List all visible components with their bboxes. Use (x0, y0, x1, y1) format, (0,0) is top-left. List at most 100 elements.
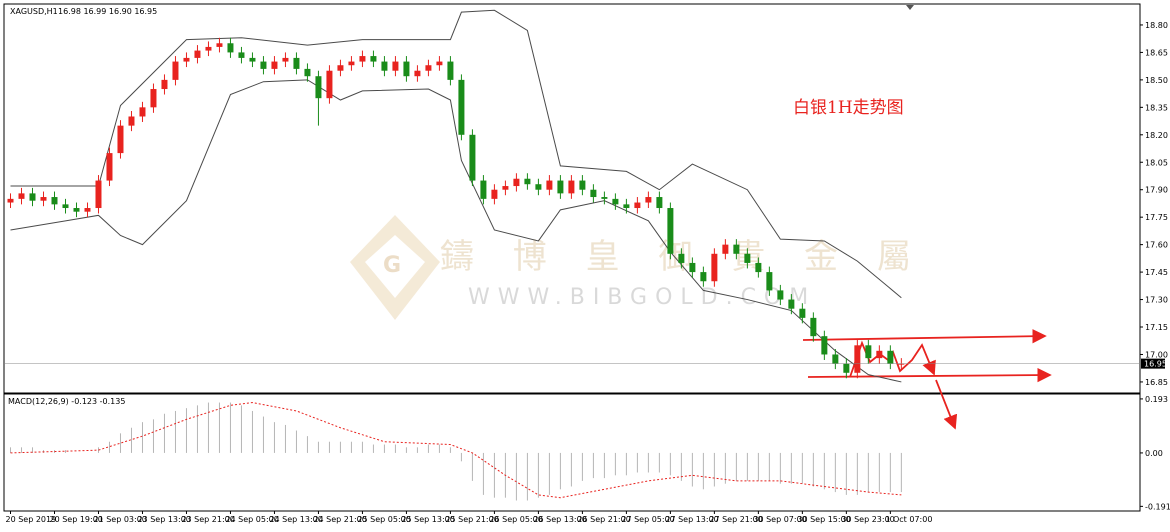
candle-body (843, 363, 850, 373)
candle-body (370, 56, 377, 62)
candle-body (172, 61, 179, 80)
candle-body (491, 189, 498, 199)
candle-body (183, 57, 190, 62)
x-tick-label: 26 Sep 21:00 (577, 515, 630, 524)
candle-body (535, 184, 542, 190)
y-tick-label: 17.90 (1145, 186, 1168, 195)
candle-body (645, 197, 652, 203)
x-tick-label: 25 Sep 05:00 (357, 515, 410, 524)
x-tick-label: 21 Sep 03:00 (93, 515, 146, 524)
candle-body (227, 43, 234, 53)
candle-body (18, 193, 25, 199)
candle-body (106, 153, 113, 181)
candle-body (722, 244, 729, 254)
candle-body (73, 208, 80, 212)
bollinger-band (10, 79, 902, 383)
candle-body (414, 70, 421, 77)
candle-body (381, 61, 388, 71)
candle-body (612, 198, 619, 205)
candle-body (150, 89, 157, 108)
candle-body (634, 202, 641, 209)
y-tick-label: 17.75 (1145, 213, 1168, 222)
candle-body (139, 107, 146, 117)
x-tick-label: 26 Sep 05:00 (489, 515, 542, 524)
bollinger-band (10, 9, 902, 299)
x-tick-label: 25 Sep 13:00 (401, 515, 454, 524)
candle-body (403, 61, 410, 77)
candle-body (733, 244, 740, 254)
x-tick-label: 23 Sep 13:00 (137, 515, 190, 524)
candle-body (95, 180, 102, 209)
candle-body (788, 299, 795, 309)
x-tick-label: 23 Sep 21:00 (181, 515, 234, 524)
candle-body (821, 336, 828, 355)
x-tick-label: 25 Sep 21:00 (445, 515, 498, 524)
candle-body (810, 317, 817, 337)
candle-body (128, 116, 135, 126)
candle-body (304, 68, 311, 77)
y-tick-label: 18.05 (1145, 158, 1168, 167)
candle-body (51, 197, 58, 205)
x-tick-label: 1 Oct 07:00 (885, 515, 932, 524)
candle-body (502, 186, 509, 190)
candle-body (249, 57, 256, 62)
signal-line (10, 402, 902, 499)
candle-body (744, 253, 751, 263)
candle-body (216, 43, 223, 47)
candle-body (887, 350, 894, 364)
candle-body (766, 272, 773, 291)
candle-body (238, 52, 245, 58)
x-tick-label: 20 Sep 2019 (5, 515, 56, 524)
candle-body (876, 350, 883, 359)
candle-body (282, 57, 289, 62)
drawn-arrows (802, 329, 1052, 430)
candle-body (161, 79, 168, 90)
chart-subtitle: 16.98 16.99 16.90 16.95 (58, 7, 157, 16)
candle-body (458, 79, 465, 135)
y-tick-label: 17.45 (1145, 268, 1168, 277)
y-tick-label: 18.20 (1145, 131, 1168, 140)
x-tick-label: 27 Sep 13:00 (665, 515, 718, 524)
candle-body (469, 134, 476, 181)
y-tick-label: 18.50 (1145, 76, 1168, 85)
x-tick-label: 27 Sep 05:00 (621, 515, 674, 524)
candle-body (348, 61, 355, 66)
candle-body (326, 70, 333, 99)
watermark-text: 鑄 博 皇 御 貴 金 屬 (440, 237, 925, 277)
annotation: 白银1H走势图 (793, 98, 904, 118)
candle-body (777, 290, 784, 300)
candle-body (656, 197, 663, 209)
candle-body (40, 197, 47, 201)
macd-frame (3, 393, 1141, 512)
candle-body (711, 253, 718, 282)
candle-body (590, 189, 597, 198)
candle-body (854, 345, 861, 373)
macd-title: MACD(12,26,9) -0.123 -0.135 (8, 397, 125, 406)
chart-title: XAGUSD,H1 (10, 7, 58, 16)
candle-body (667, 208, 674, 254)
y-tick-label: -0.191 (1145, 502, 1170, 511)
candle-body (689, 262, 696, 273)
candle-body (84, 208, 91, 212)
svg-text:G: G (383, 253, 401, 278)
last-price-box (1141, 358, 1165, 369)
y-tick-label: 18.35 (1145, 103, 1168, 112)
candle-body (568, 180, 575, 194)
y-tick-label: 17.30 (1145, 296, 1168, 305)
candle-body (62, 204, 69, 209)
candle-body (898, 363, 905, 365)
x-tick-label: 30 Sep 23:00 (841, 515, 894, 524)
x-tick-label: 24 Sep 05:00 (225, 515, 278, 524)
candle-body (293, 57, 300, 69)
y-tick-label: 16.85 (1145, 378, 1168, 387)
candle-body (799, 308, 806, 318)
candle-body (271, 61, 278, 69)
candle-body (832, 354, 839, 364)
y-tick-label: 0.00 (1145, 449, 1163, 458)
x-tick-label: 24 Sep 21:00 (313, 515, 366, 524)
y-tick-label: 17.60 (1145, 241, 1168, 250)
candle-body (513, 178, 520, 187)
watermark-url: WWW.BIBGOLD.COM (468, 285, 816, 310)
